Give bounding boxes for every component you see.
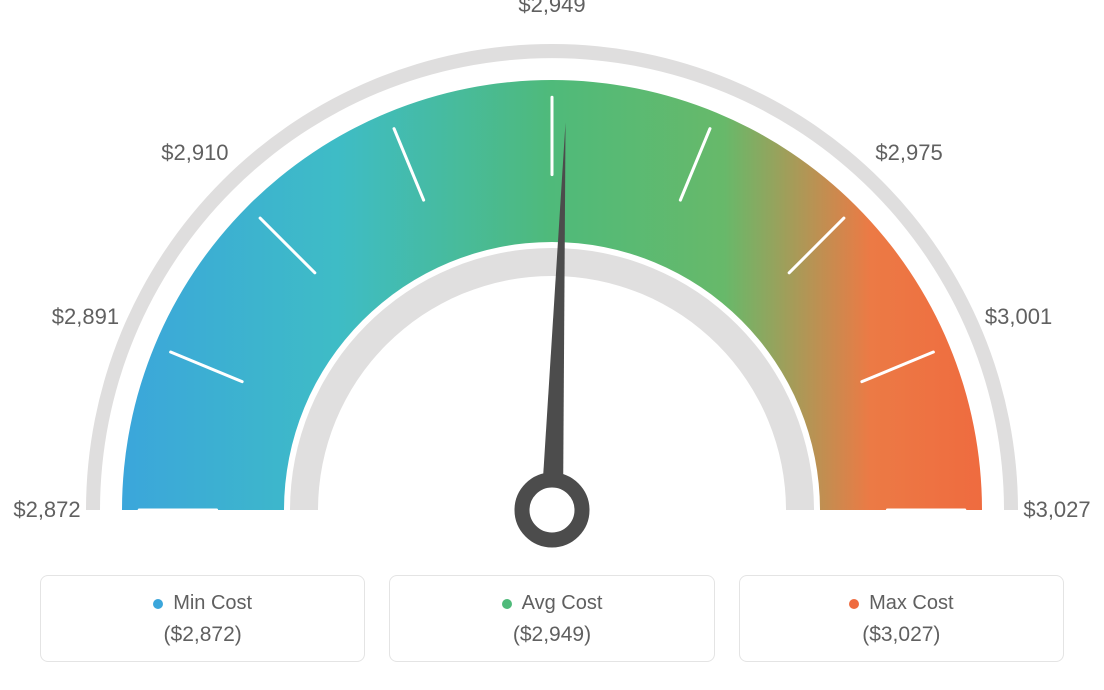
gauge-svg xyxy=(0,0,1104,560)
avg-cost-title: Avg Cost xyxy=(522,592,603,615)
gauge-scale-label: $2,891 xyxy=(52,304,119,330)
avg-cost-title-row: Avg Cost xyxy=(502,592,603,615)
gauge-scale-label: $3,001 xyxy=(985,304,1052,330)
gauge-scale-label: $2,949 xyxy=(518,0,585,18)
max-cost-title: Max Cost xyxy=(869,592,953,615)
min-cost-dot-icon xyxy=(153,599,163,609)
max-cost-value: ($3,027) xyxy=(740,623,1063,647)
avg-cost-value: ($2,949) xyxy=(390,623,713,647)
min-cost-value: ($2,872) xyxy=(41,623,364,647)
max-cost-title-row: Max Cost xyxy=(849,592,953,615)
gauge-scale-label: $2,872 xyxy=(13,497,80,523)
gauge-scale-label: $3,027 xyxy=(1023,497,1090,523)
summary-cards-row: Min Cost ($2,872) Avg Cost ($2,949) Max … xyxy=(40,575,1064,662)
avg-cost-card: Avg Cost ($2,949) xyxy=(389,575,714,662)
min-cost-title-row: Min Cost xyxy=(153,592,252,615)
gauge-scale-label: $2,910 xyxy=(161,140,228,166)
max-cost-dot-icon xyxy=(849,599,859,609)
gauge-scale-label: $2,975 xyxy=(875,140,942,166)
cost-gauge-infographic: { "gauge": { "type": "gauge", "center_x"… xyxy=(0,0,1104,690)
min-cost-card: Min Cost ($2,872) xyxy=(40,575,365,662)
gauge-chart: $2,872 $2,891 $2,910 $2,949 $2,975 $3,001 $3,0… xyxy=(0,0,1104,560)
min-cost-title: Min Cost xyxy=(173,592,252,615)
max-cost-card: Max Cost ($3,027) xyxy=(739,575,1064,662)
avg-cost-dot-icon xyxy=(502,599,512,609)
